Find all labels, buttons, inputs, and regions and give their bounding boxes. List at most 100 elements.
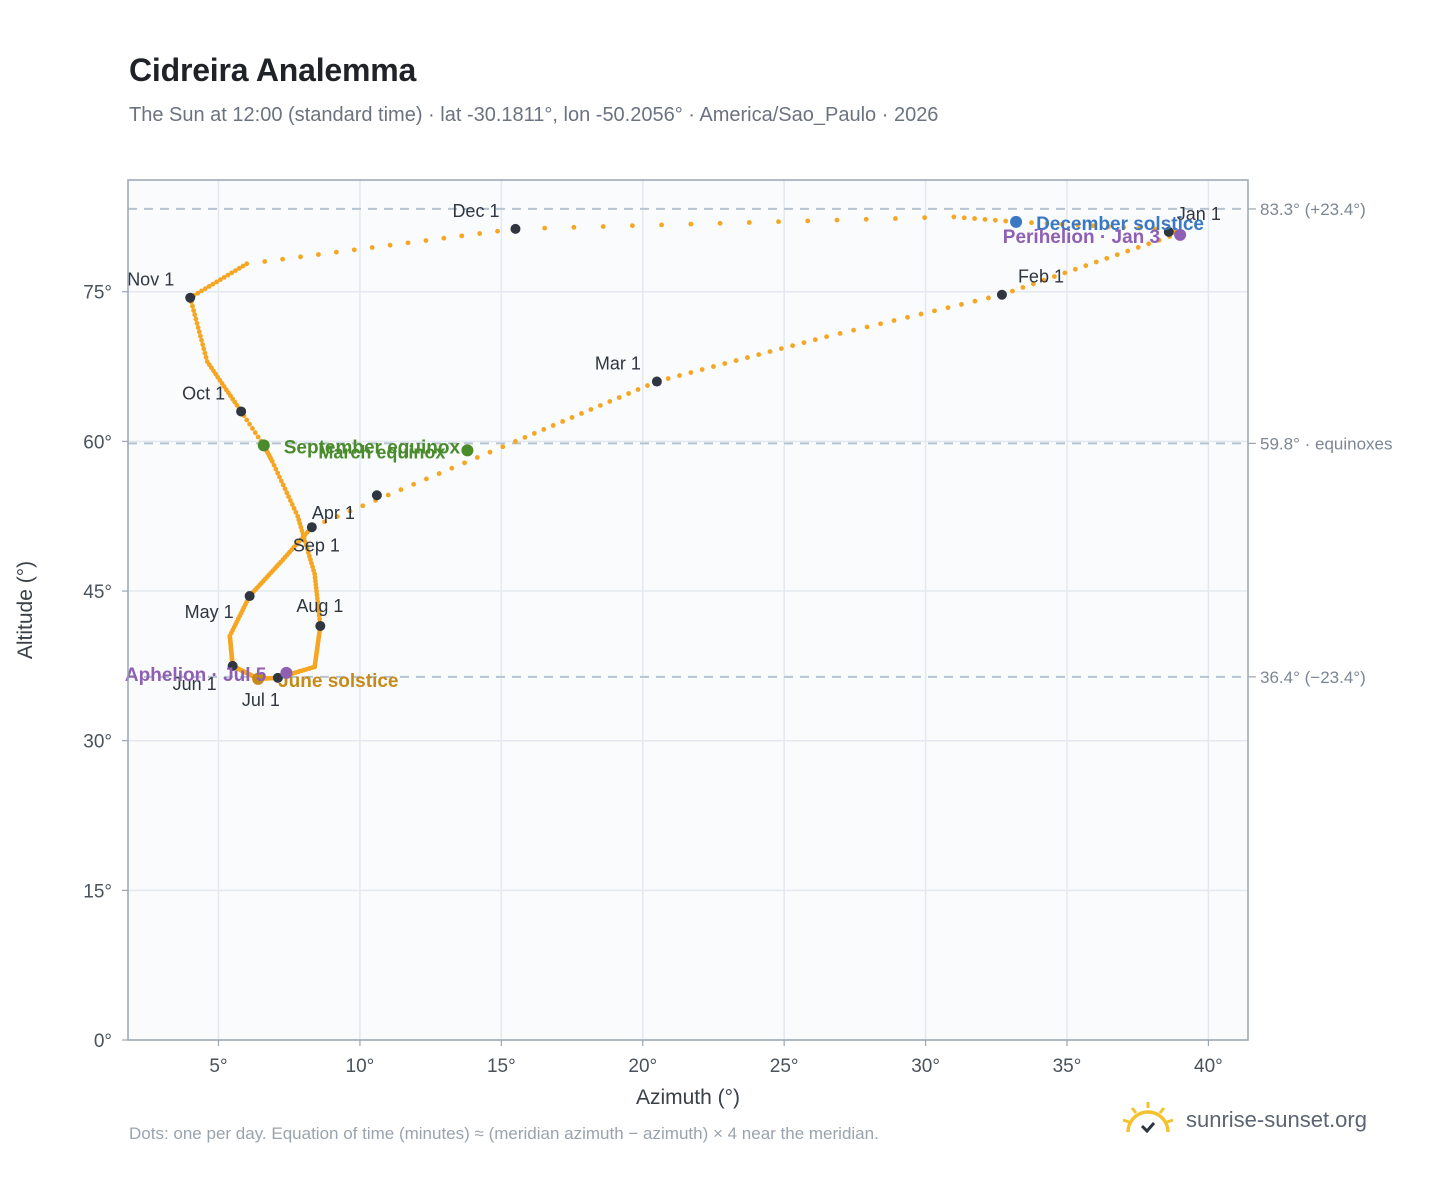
day-dot	[423, 476, 429, 482]
page-subtitle: The Sun at 12:00 (standard time) · lat -…	[129, 104, 939, 126]
day-dot	[193, 316, 199, 322]
day-dot	[801, 340, 807, 346]
day-dot	[1020, 285, 1026, 290]
day-dot	[635, 387, 641, 392]
x-tick-label: 15°	[487, 1056, 516, 1077]
month-markers: Jan 1 Feb 1 Mar 1 Apr 1 May 1 Jun 1 Jul 1 Aug 1…	[127, 201, 1221, 710]
day-dot	[441, 235, 447, 241]
day-dot	[1029, 220, 1034, 226]
event-label: Perihelion · Jan 3	[1003, 227, 1160, 248]
day-dot	[560, 419, 566, 424]
day-dot	[262, 259, 268, 264]
x-tick-label: 5°	[209, 1056, 227, 1077]
day-dot	[629, 223, 635, 229]
day-dot	[280, 256, 286, 262]
day-dot	[316, 606, 321, 612]
day-dot	[972, 298, 978, 304]
day-dot	[746, 220, 752, 225]
day-dot	[298, 254, 303, 260]
day-dot	[550, 423, 556, 428]
day-dot	[864, 324, 870, 330]
brand[interactable]: sunrise-sunset.org	[1120, 1100, 1367, 1140]
day-dot	[278, 478, 284, 484]
day-dot	[316, 609, 322, 615]
x-tick-label: 20°	[628, 1056, 657, 1077]
day-dot	[255, 434, 261, 440]
day-dot	[744, 355, 750, 360]
day-dot	[959, 302, 964, 307]
day-dot	[286, 494, 292, 500]
day-dot	[513, 438, 518, 444]
day-dot	[645, 383, 650, 388]
day-dot	[284, 490, 290, 496]
day-dot	[385, 492, 391, 498]
day-dot	[277, 474, 282, 480]
x-tick-label: 30°	[911, 1056, 940, 1077]
x-tick-label: 25°	[770, 1056, 799, 1077]
day-dot	[289, 502, 295, 507]
day-dot	[240, 263, 246, 269]
y-axis-label: Altitude (°)	[14, 561, 37, 659]
day-dot	[309, 560, 314, 566]
day-dot	[312, 575, 318, 580]
day-dot	[314, 595, 320, 601]
month-label: Aug 1	[296, 596, 343, 616]
day-dot	[1093, 259, 1099, 265]
day-dot	[351, 247, 357, 253]
day-dot	[315, 602, 321, 608]
month-marker	[244, 591, 255, 602]
day-dot	[229, 270, 235, 276]
day-dot	[778, 346, 784, 352]
day-dot	[192, 312, 198, 318]
day-dot	[204, 359, 210, 364]
axis-ticks: 5° 10° 15° 20° 25° 30° 35° 40° 0° 15° 30° 45° 60° 75°	[83, 283, 1223, 1077]
day-dot	[275, 470, 281, 476]
event-marker	[252, 672, 265, 685]
day-dot	[310, 564, 315, 570]
day-dot	[312, 571, 318, 577]
day-dot	[607, 399, 613, 404]
day-dot	[1136, 225, 1142, 231]
event-label: December solstice	[1036, 214, 1204, 235]
day-dot	[474, 455, 480, 460]
day-dot	[1114, 252, 1120, 258]
y-tick-label: 75°	[83, 283, 112, 304]
day-dot	[190, 303, 195, 309]
day-dot	[863, 216, 869, 222]
day-dot	[1090, 223, 1096, 229]
y-tick-label: 15°	[83, 881, 112, 902]
day-dot	[1059, 221, 1065, 227]
day-dot	[1041, 277, 1047, 283]
day-dot	[1135, 245, 1141, 250]
day-dot	[1083, 263, 1089, 269]
day-dot	[347, 508, 353, 514]
day-dot	[891, 318, 897, 323]
event-marker	[1174, 228, 1187, 241]
reference-lines: 83.3° (+23.4°) 59.8° · equinoxes 36.4° (−2…	[128, 200, 1393, 687]
event-label: Aphelion · Jul 5	[125, 665, 267, 686]
day-dot	[477, 231, 483, 236]
day-dot	[314, 592, 320, 598]
day-dot	[1062, 270, 1068, 276]
day-dot	[387, 242, 393, 248]
y-tick-label: 30°	[83, 732, 112, 753]
day-dot	[316, 613, 322, 618]
y-tick-label: 0°	[94, 1031, 112, 1052]
day-dot	[195, 290, 201, 296]
day-dot	[1010, 288, 1015, 294]
day-dot	[280, 482, 286, 488]
event-label: March equinox	[318, 442, 445, 462]
day-dot	[317, 616, 322, 622]
day-dot	[198, 333, 203, 339]
day-dot	[306, 553, 312, 559]
day-dot	[459, 233, 465, 239]
day-dot	[250, 426, 255, 431]
day-dot	[322, 519, 327, 525]
brand-name[interactable]: sunrise-sunset.org	[1186, 1107, 1367, 1132]
day-dot	[834, 217, 840, 223]
day-dot	[812, 337, 818, 343]
day-dot	[756, 352, 762, 357]
day-dot	[776, 219, 781, 225]
day-dot	[298, 524, 304, 530]
day-dot	[597, 403, 603, 408]
